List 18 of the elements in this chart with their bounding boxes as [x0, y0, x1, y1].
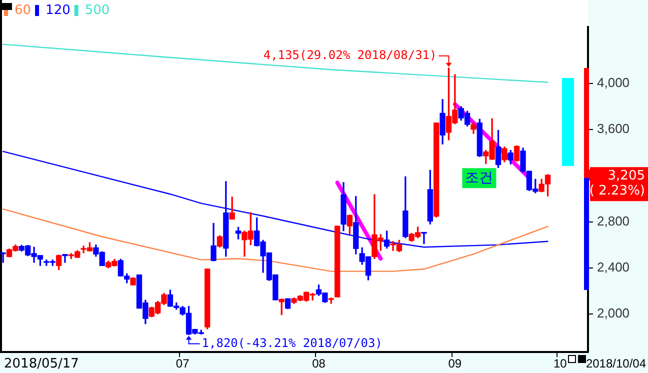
text: 2018/05/17: [4, 356, 79, 372]
y-tick-label: 2,400: [597, 259, 630, 274]
legend-label: 60: [14, 2, 32, 18]
y-tick-label: 4,000: [597, 75, 630, 90]
y-tick-label: 2,800: [597, 213, 630, 228]
legend-label: 500: [84, 2, 110, 18]
text: 2018/10/04: [586, 356, 646, 370]
x-tick-label: 09: [448, 356, 462, 371]
x-tick-label: 10: [553, 356, 568, 371]
x-tick-label: 07: [176, 356, 190, 371]
annotation: 4,135(29.02% 2018/08/31): [263, 48, 437, 62]
y-tick-label: 2,000: [597, 306, 630, 321]
legend-label: 120: [46, 2, 70, 18]
y-tick-label: 3,600: [597, 121, 630, 136]
x-tick-label: 08: [312, 356, 326, 371]
annotation: 조건: [465, 170, 494, 186]
annotation: 1,820(-43.21% 2018/07/03): [202, 336, 382, 350]
text: 3,205 ( 2.23%): [589, 168, 645, 198]
